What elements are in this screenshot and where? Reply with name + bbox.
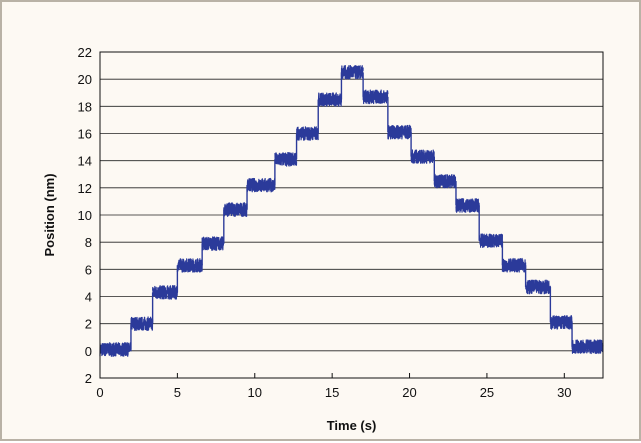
y-tick-label: 2 (85, 317, 92, 332)
step-segment (478, 233, 503, 249)
y-tick-label: 18 (78, 99, 92, 114)
step-segment (410, 149, 435, 164)
step-segment (201, 236, 225, 251)
step-segment (455, 198, 480, 213)
step-segment (571, 339, 604, 355)
y-tick-label: 6 (85, 262, 92, 277)
step-segment (501, 257, 527, 273)
step-segment (295, 126, 319, 141)
step-segment (176, 258, 203, 273)
step-segment (99, 342, 132, 357)
step-segment (130, 316, 154, 332)
step-segment (525, 279, 551, 295)
step-segment (246, 177, 276, 193)
step-segment (317, 92, 343, 107)
x-tick-label: 30 (557, 385, 571, 400)
y-tick-label: 22 (78, 45, 92, 60)
x-tick-label: 20 (402, 385, 416, 400)
y-tick-label: 20 (78, 72, 92, 87)
y-tick-label: 10 (78, 208, 92, 223)
step-segment (152, 285, 178, 300)
y-axis-label: Position (nm) (42, 173, 57, 256)
y-tick-label: 8 (85, 235, 92, 250)
x-axis-label: Time (s) (327, 418, 377, 433)
step-segment (223, 202, 248, 217)
step-segment (549, 315, 573, 330)
step-segment (433, 173, 457, 189)
y-tick-label: 12 (78, 181, 92, 196)
x-tick-label: 10 (248, 385, 262, 400)
y-tick-label: 4 (85, 290, 92, 305)
step-segment (274, 151, 298, 167)
x-tick-label: 0 (96, 385, 103, 400)
x-tick-label: 5 (174, 385, 181, 400)
step-segment (340, 65, 364, 80)
plot-area-frame (99, 51, 604, 379)
step-segment (362, 89, 389, 105)
x-tick-label: 25 (480, 385, 494, 400)
data-trace (99, 65, 604, 357)
y-tick-label: 16 (78, 127, 92, 142)
y-tick-label: 2 (85, 371, 92, 386)
grid-lines (100, 51, 603, 379)
step-segment (387, 124, 412, 140)
x-tick-label: 15 (325, 385, 339, 400)
y-tick-label: 14 (78, 154, 92, 169)
y-tick-label: 0 (85, 344, 92, 359)
